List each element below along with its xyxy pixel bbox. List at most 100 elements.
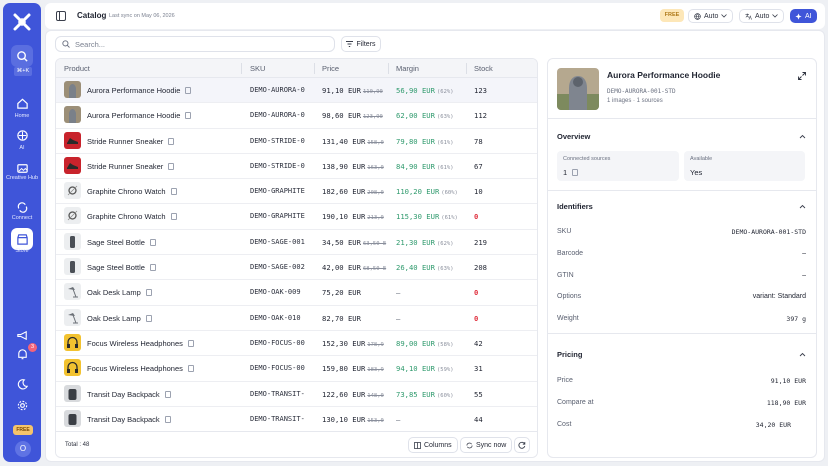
nav-ai[interactable]	[11, 124, 33, 146]
product-name[interactable]: Aurora Performance Hoodie	[87, 111, 192, 120]
id-label-sku: SKU	[557, 228, 572, 235]
copy-icon[interactable]	[145, 314, 152, 322]
copy-icon[interactable]	[187, 339, 194, 347]
product-name[interactable]: Graphite Chrono Watch	[87, 187, 177, 196]
copy-icon[interactable]	[572, 169, 579, 176]
copy-icon[interactable]	[185, 112, 192, 120]
search-nav-button[interactable]	[11, 45, 33, 67]
search-input[interactable]: Search...	[55, 36, 335, 52]
copy-icon[interactable]	[185, 87, 192, 94]
table-row[interactable]: Graphite Chrono Watch DEMO-GRAPHITE-001 18…	[56, 179, 537, 205]
price-value: 98,60 EUR	[322, 111, 361, 121]
pricing-title[interactable]: Pricing	[557, 350, 583, 359]
table-row[interactable]: Aurora Performance Hoodie DEMO-AURORA-001…	[56, 78, 537, 104]
chevron-up-icon[interactable]	[799, 133, 806, 140]
avatar[interactable]: O	[15, 441, 31, 457]
product-stock: 219	[474, 237, 487, 247]
table-row[interactable]: Sage Steel Bottle DEMO-SAGE-001 34,50 EUR 6…	[56, 230, 537, 256]
app-logo-icon[interactable]	[12, 12, 32, 32]
expand-icon[interactable]	[798, 72, 806, 80]
table-row[interactable]: Focus Wireless Headphones DEMO-FOCUS-001 1…	[56, 331, 537, 357]
table-row[interactable]: Focus Wireless Headphones DEMO-FOCUS-002 1…	[56, 356, 537, 382]
table-row[interactable]: Transit Day Backpack DEMO-TRANSIT-001 122,…	[56, 382, 537, 407]
table-row[interactable]: Aurora Performance Hoodie DEMO-AURORA-002…	[56, 103, 537, 129]
copy-icon[interactable]	[149, 264, 156, 272]
copy-icon[interactable]	[145, 289, 152, 297]
identifiers-title[interactable]: Identifiers	[557, 202, 593, 211]
copy-icon[interactable]	[164, 415, 171, 423]
plan-badge: FREE	[13, 425, 33, 435]
product-name[interactable]: Graphite Chrono Watch	[87, 212, 177, 221]
margin-percent: (61%)	[436, 164, 454, 171]
copy-icon[interactable]	[164, 390, 171, 398]
nav-store[interactable]	[11, 228, 33, 250]
overview-title[interactable]: Overview	[557, 132, 591, 141]
ai-button[interactable]: AI	[790, 9, 817, 23]
language-select[interactable]: Auto	[688, 9, 734, 23]
product-name[interactable]: Transit Day Backpack	[87, 415, 171, 424]
margin-value: 62,00 EUR	[396, 111, 435, 121]
table-row[interactable]: Graphite Chrono Watch DEMO-GRAPHITE-002 19…	[56, 204, 537, 230]
product-name[interactable]: Sage Steel Bottle	[87, 263, 156, 272]
settings-button[interactable]	[11, 394, 33, 416]
product-name[interactable]: Focus Wireless Headphones	[87, 339, 194, 348]
product-thumbnail	[64, 283, 81, 301]
table-row[interactable]: Transit Day Backpack DEMO-TRANSIT-002 130,…	[56, 407, 537, 433]
refresh-button[interactable]	[514, 437, 530, 453]
id-label-options: Options	[557, 293, 582, 300]
table-row[interactable]: Sage Steel Bottle DEMO-SAGE-002 42,00 EUR 6…	[56, 255, 537, 281]
nav-creative-hub[interactable]	[11, 157, 33, 179]
product-name[interactable]: Oak Desk Lamp	[87, 288, 152, 297]
copy-icon[interactable]	[170, 188, 177, 196]
product-name[interactable]: Oak Desk Lamp	[87, 314, 152, 323]
copy-icon[interactable]	[168, 137, 175, 145]
product-thumbnail	[64, 207, 81, 225]
sync-icon	[466, 442, 473, 448]
product-name[interactable]: Stride Runner Sneaker	[87, 137, 175, 146]
detail-image[interactable]	[557, 68, 599, 110]
announcements-button[interactable]	[11, 324, 33, 346]
sidebar-toggle[interactable]	[55, 10, 67, 22]
copy-icon[interactable]	[149, 238, 156, 246]
table-row[interactable]: Oak Desk Lamp DEMO-OAK-009 75,20 EUR — 0	[56, 280, 537, 306]
product-name[interactable]: Stride Runner Sneaker	[87, 162, 175, 171]
nav-connect[interactable]	[11, 196, 33, 218]
price-value: 34,50 EUR	[322, 237, 361, 247]
product-name[interactable]: Transit Day Backpack	[87, 390, 171, 399]
table-row[interactable]: Stride Runner Sneaker DEMO-STRIDE-002 138,…	[56, 154, 537, 180]
product-thumbnail	[64, 409, 81, 427]
product-sku: DEMO-GRAPHITE-001	[250, 187, 305, 196]
nav-home[interactable]	[11, 92, 33, 114]
detail-header: Aurora Performance Hoodie DEMO-AURORA-00…	[548, 59, 816, 119]
sync-now-button[interactable]: Sync now	[460, 437, 513, 453]
bell-icon	[17, 348, 27, 359]
product-name[interactable]: Sage Steel Bottle	[87, 238, 156, 247]
col-margin[interactable]: Margin	[396, 64, 419, 73]
currency-select[interactable]: Auto	[739, 9, 785, 23]
table-row[interactable]: Stride Runner Sneaker DEMO-STRIDE-001 131,…	[56, 129, 537, 154]
col-price[interactable]: Price	[322, 64, 340, 73]
copy-icon[interactable]	[168, 162, 175, 170]
col-sku[interactable]: SKU	[250, 64, 266, 73]
copy-icon[interactable]	[187, 365, 194, 373]
product-margin: 62,00 EUR (63%)	[396, 111, 454, 120]
col-product[interactable]: Product	[64, 64, 90, 73]
table-header: Product SKU Price Margin Stock	[56, 59, 537, 78]
filters-button[interactable]: Filters	[341, 36, 381, 52]
product-thumbnail	[64, 258, 81, 276]
theme-toggle[interactable]	[11, 373, 33, 395]
copy-icon[interactable]	[170, 213, 177, 221]
product-name[interactable]: Focus Wireless Headphones	[87, 364, 194, 373]
margin-percent: (62%)	[436, 240, 454, 247]
chevron-up-icon[interactable]	[799, 351, 806, 358]
columns-button[interactable]: Columns	[408, 437, 458, 453]
product-name[interactable]: Aurora Performance Hoodie	[87, 86, 192, 95]
table-row[interactable]: Oak Desk Lamp DEMO-OAK-010 82,70 EUR — 0	[56, 306, 537, 331]
col-stock[interactable]: Stock	[474, 64, 493, 73]
sources-label: Connected sources	[563, 156, 611, 162]
product-sku: DEMO-SAGE-001	[250, 237, 305, 246]
product-margin: 73,85 EUR (60%)	[396, 390, 454, 399]
search-icon	[62, 40, 70, 48]
notifications-button[interactable]	[11, 343, 33, 365]
chevron-up-icon[interactable]	[799, 203, 806, 210]
